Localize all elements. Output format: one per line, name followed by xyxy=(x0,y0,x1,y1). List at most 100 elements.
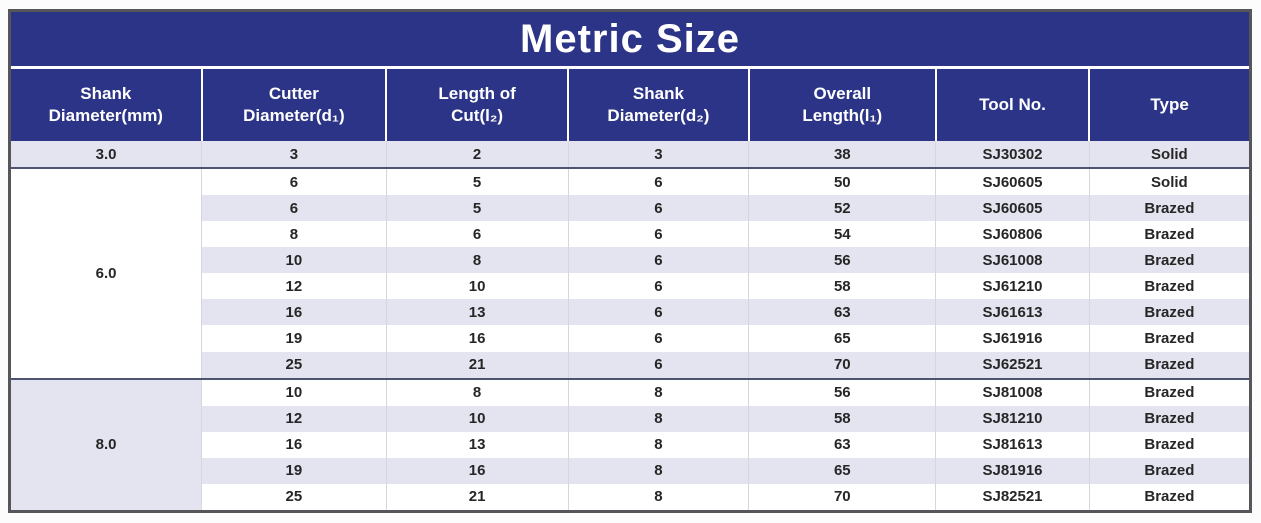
cell-shank-diameter-d2: 8 xyxy=(567,431,749,458)
table-row: 12 10 8 58 SJ81210 Brazed xyxy=(11,405,1249,432)
cell-tool-no: SJ81613 xyxy=(935,431,1090,458)
column-header-tool-no: Tool No. xyxy=(934,69,1090,141)
cell-type: Solid xyxy=(1088,141,1249,170)
cell-cutter-diameter: 3 xyxy=(201,141,387,170)
header-line: Length of xyxy=(438,83,516,103)
cell-length-of-cut: 10 xyxy=(385,273,569,300)
cell-overall-length: 50 xyxy=(748,168,936,196)
header-line: Tool No. xyxy=(979,94,1046,114)
cell-shank-diameter-d2: 6 xyxy=(567,247,749,274)
column-header-type: Type xyxy=(1088,69,1249,141)
cell-cutter-diameter: 25 xyxy=(201,351,387,380)
cell-length-of-cut: 13 xyxy=(385,299,569,326)
table-row: 8 6 6 54 SJ60806 Brazed xyxy=(11,221,1249,248)
cell-length-of-cut: 16 xyxy=(385,325,569,352)
cell-shank-diameter-d2: 8 xyxy=(567,457,749,484)
cell-shank-diameter-d2: 6 xyxy=(567,221,749,248)
header-line: Cut(l₂) xyxy=(451,106,504,125)
cell-shank-diameter-d2: 8 xyxy=(567,405,749,432)
cell-overall-length: 63 xyxy=(748,431,936,458)
cell-type: Brazed xyxy=(1088,483,1249,510)
cell-shank-diameter-d2: 6 xyxy=(567,325,749,352)
shank-group-label: 6.0 xyxy=(11,168,202,380)
table-row: 6.0 6 5 6 50 SJ60605 Solid xyxy=(11,168,1249,380)
cell-tool-no: SJ60806 xyxy=(935,221,1090,248)
cell-tool-no: SJ61008 xyxy=(935,247,1090,274)
cell-length-of-cut: 16 xyxy=(385,457,569,484)
cell-cutter-diameter: 12 xyxy=(201,273,387,300)
table-title-bar: Metric Size xyxy=(11,12,1249,69)
cell-cutter-diameter: 10 xyxy=(201,247,387,274)
cell-tool-no: SJ61613 xyxy=(935,299,1090,326)
cell-shank-diameter-d2: 6 xyxy=(567,273,749,300)
cell-type: Solid xyxy=(1088,168,1249,196)
table-row: 3.0 3 2 3 38 SJ30302 Solid xyxy=(11,141,1249,170)
cell-shank-diameter-d2: 3 xyxy=(567,141,749,170)
cell-overall-length: 65 xyxy=(748,457,936,484)
cell-cutter-diameter: 25 xyxy=(201,483,387,510)
metric-size-table: Metric Size Shank Diameter(mm) Cutter Di… xyxy=(8,9,1252,513)
shank-group-label: 3.0 xyxy=(11,141,202,170)
cell-tool-no: SJ61210 xyxy=(935,273,1090,300)
cell-type: Brazed xyxy=(1088,378,1249,406)
column-header-length-of-cut-l2: Length of Cut(l₂) xyxy=(385,69,569,141)
header-line: Diameter(d₂) xyxy=(607,106,710,125)
cell-type: Brazed xyxy=(1088,273,1249,300)
header-line: Cutter xyxy=(268,83,319,103)
cell-cutter-diameter: 16 xyxy=(201,431,387,458)
header-line: Overall xyxy=(813,83,872,103)
table-row: 19 16 6 65 SJ61916 Brazed xyxy=(11,325,1249,352)
cell-type: Brazed xyxy=(1088,325,1249,352)
cell-cutter-diameter: 19 xyxy=(201,325,387,352)
cell-type: Brazed xyxy=(1088,299,1249,326)
cell-type: Brazed xyxy=(1088,405,1249,432)
table-row: 16 13 6 63 SJ61613 Brazed xyxy=(11,299,1249,326)
header-line: Shank xyxy=(80,83,132,103)
cell-cutter-diameter: 6 xyxy=(201,195,387,222)
cell-shank-diameter-d2: 6 xyxy=(567,351,749,380)
cell-tool-no: SJ62521 xyxy=(935,351,1090,380)
table-row: 10 8 6 56 SJ61008 Brazed xyxy=(11,247,1249,274)
cell-length-of-cut: 5 xyxy=(385,195,569,222)
cell-type: Brazed xyxy=(1088,431,1249,458)
cell-overall-length: 52 xyxy=(748,195,936,222)
table-row: 16 13 8 63 SJ81613 Brazed xyxy=(11,431,1249,458)
cell-overall-length: 63 xyxy=(748,299,936,326)
header-row: Shank Diameter(mm) Cutter Diameter(d₁) L… xyxy=(11,69,1249,141)
cell-cutter-diameter: 19 xyxy=(201,457,387,484)
cell-cutter-diameter: 10 xyxy=(201,378,387,406)
cell-type: Brazed xyxy=(1088,221,1249,248)
cell-overall-length: 54 xyxy=(748,221,936,248)
cell-length-of-cut: 2 xyxy=(385,141,569,170)
shank-group-label: 8.0 xyxy=(11,378,202,510)
cell-tool-no: SJ82521 xyxy=(935,483,1090,510)
cell-length-of-cut: 13 xyxy=(385,431,569,458)
cell-length-of-cut: 6 xyxy=(385,221,569,248)
cell-length-of-cut: 21 xyxy=(385,351,569,380)
cell-type: Brazed xyxy=(1088,351,1249,380)
cell-type: Brazed xyxy=(1088,195,1249,222)
header-line: Length(l₁) xyxy=(802,106,883,125)
cell-tool-no: SJ81210 xyxy=(935,405,1090,432)
cell-length-of-cut: 10 xyxy=(385,405,569,432)
cell-overall-length: 56 xyxy=(748,247,936,274)
table-row: 6 5 6 52 SJ60605 Brazed xyxy=(11,195,1249,222)
table-row: 12 10 6 58 SJ61210 Brazed xyxy=(11,273,1249,300)
spec-table: Shank Diameter(mm) Cutter Diameter(d₁) L… xyxy=(11,69,1249,510)
column-header-overall-length-l1: Overall Length(l₁) xyxy=(747,69,936,141)
header-line: Diameter(d₁) xyxy=(243,106,345,125)
header-line: Diameter(mm) xyxy=(48,106,163,125)
table-row: 19 16 8 65 SJ81916 Brazed xyxy=(11,457,1249,484)
table-row: 25 21 8 70 SJ82521 Brazed xyxy=(11,483,1249,510)
cell-shank-diameter-d2: 8 xyxy=(567,378,749,406)
cell-cutter-diameter: 6 xyxy=(201,168,387,196)
cell-tool-no: SJ60605 xyxy=(935,195,1090,222)
header-line: Shank xyxy=(632,83,684,103)
cell-cutter-diameter: 8 xyxy=(201,221,387,248)
header-line: Type xyxy=(1150,94,1189,114)
cell-tool-no: SJ60605 xyxy=(935,168,1090,196)
table-row: 8.0 10 8 8 56 SJ81008 Brazed xyxy=(11,378,1249,510)
cell-overall-length: 70 xyxy=(748,351,936,380)
cell-shank-diameter-d2: 6 xyxy=(567,299,749,326)
cell-overall-length: 38 xyxy=(748,141,936,170)
